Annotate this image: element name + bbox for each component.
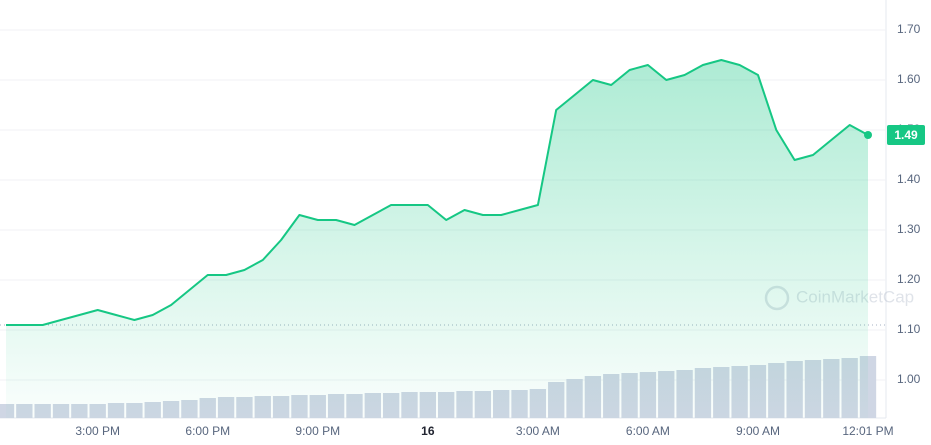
price-line [6,59,869,326]
y-tick-label: 1.40 [897,172,921,186]
price-area [6,60,868,418]
y-tick-label: 1.10 [897,322,921,336]
price-badge-label: 1.49 [894,128,918,142]
x-tick-label: 6:00 AM [626,424,670,438]
x-tick-label: 3:00 AM [516,424,560,438]
y-tick-label: 1.20 [897,272,921,286]
x-tick-label: 6:00 PM [185,424,230,438]
last-price-dot [864,131,872,139]
x-tick-label: 3:00 PM [75,424,120,438]
y-tick-label: 1.00 [897,372,921,386]
x-tick-label: 9:00 PM [295,424,340,438]
x-tick-label: 16 [421,424,435,438]
y-tick-label: 1.30 [897,222,921,236]
y-tick-label: 1.60 [897,72,921,86]
x-tick-label: 9:00 AM [736,424,780,438]
price-badge [887,125,925,145]
x-tick-label: 12:01 PM [842,424,893,438]
y-tick-label: 1.70 [897,22,921,36]
